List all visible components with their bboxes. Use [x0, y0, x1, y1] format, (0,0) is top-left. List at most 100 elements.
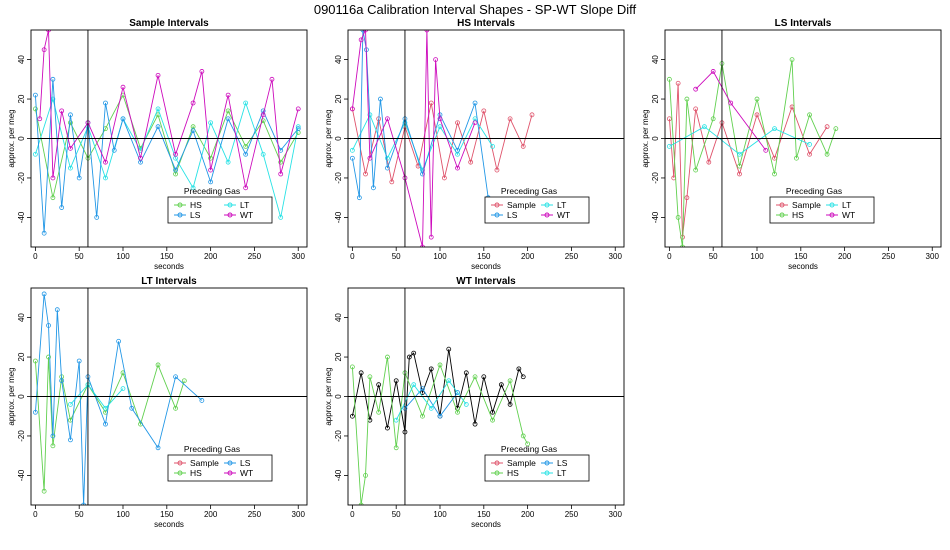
data-point-lt: [393, 417, 399, 423]
data-point-sample: [807, 151, 812, 157]
y-tick-label: -40: [17, 469, 26, 481]
data-point-sample: [675, 80, 681, 86]
series-line-wt: [39, 30, 299, 188]
data-point-wt: [763, 147, 769, 153]
data-point-wt: [472, 120, 478, 126]
data-point-hs: [525, 441, 531, 447]
data-point-wt: [68, 145, 73, 151]
series-line-ls: [34, 293, 203, 505]
data-point-hs: [807, 112, 812, 118]
data-point-wt: [260, 112, 266, 118]
data-point-wt: [424, 30, 430, 33]
data-point-lt: [490, 143, 495, 149]
data-point-hs: [50, 195, 56, 201]
data-point-wt: [420, 244, 425, 247]
legend-entry-label: LS: [507, 210, 518, 220]
panel-title: HS Intervals: [457, 18, 515, 29]
data-point-wt: [358, 37, 364, 43]
series-line-hs: [668, 59, 837, 247]
series-line-ls: [351, 30, 489, 198]
x-tick-label: 200: [838, 252, 852, 261]
x-tick-label: 0: [350, 252, 355, 261]
legend-entry-label: LS: [557, 458, 568, 468]
data-point-sample: [363, 171, 368, 177]
data-point-hs: [46, 354, 51, 360]
data-point-hs: [437, 362, 443, 368]
data-point-hs: [693, 167, 699, 173]
data-point-lt: [446, 378, 452, 384]
legend-entry-label: LT: [240, 200, 249, 210]
y-axis-label: approx. per meg: [7, 367, 16, 425]
legend-title: Preceding Gas: [786, 186, 842, 196]
data-point-ls: [129, 405, 135, 411]
x-tick-label: 200: [521, 510, 535, 519]
x-tick-label: 250: [248, 510, 262, 519]
data-point-hs: [420, 413, 425, 419]
data-point-wt: [693, 86, 699, 92]
data-point-ls: [173, 374, 178, 380]
legend-box: [769, 196, 875, 224]
legend-entry-label: Sample: [507, 200, 536, 210]
x-tick-label: 100: [116, 510, 130, 519]
y-tick-label: 40: [334, 313, 343, 322]
data-point-sample: [516, 366, 522, 372]
y-axis-label: approx. per meg: [324, 109, 333, 167]
y-tick-label: 20: [651, 94, 660, 103]
x-tick-label: 0: [33, 252, 38, 261]
legend-box: [167, 454, 273, 482]
data-point-hs: [208, 155, 214, 161]
data-point-sample: [389, 179, 395, 185]
legend-entry-label: Sample: [507, 458, 536, 468]
data-point-ls: [32, 409, 38, 415]
data-point-ls: [50, 433, 56, 439]
legend-entry-label: WT: [557, 210, 570, 220]
legend-swatch-marker: [779, 202, 785, 208]
y-tick-label: 20: [334, 352, 343, 361]
legend-entry-label: HS: [190, 200, 202, 210]
data-point-wt: [710, 69, 716, 74]
data-point-ls: [76, 358, 82, 364]
data-point-ls: [455, 390, 460, 395]
data-point-hs: [754, 96, 760, 102]
y-tick-label: 0: [334, 136, 343, 141]
plot-frame: [347, 287, 625, 506]
data-point-wt: [295, 106, 301, 112]
x-tick-label: 0: [667, 252, 672, 261]
legend-box: [167, 196, 273, 224]
x-tick-label: 250: [565, 510, 579, 519]
data-point-sample: [446, 346, 452, 352]
data-point-sample: [529, 112, 535, 118]
legend-entry-label: HS: [190, 468, 202, 478]
data-point-hs: [666, 76, 672, 82]
data-point-sample: [737, 171, 742, 177]
data-point-ls: [420, 171, 425, 177]
data-point-ls: [103, 421, 108, 427]
data-point-lt: [243, 100, 249, 106]
data-point-lt: [155, 106, 161, 112]
y-tick-label: -40: [334, 469, 343, 481]
data-point-wt: [437, 116, 443, 122]
x-tick-label: 150: [160, 510, 174, 519]
legend-title: Preceding Gas: [184, 186, 240, 196]
plot-frame: [30, 287, 308, 506]
legend-entry-label: HS: [792, 210, 804, 220]
data-point-wt: [155, 72, 161, 78]
data-point-ls: [81, 502, 86, 505]
x-tick-label: 300: [609, 510, 623, 519]
panel-3: LS Intervals 0 50 100 150 200 250 300 -40 -20 0 20 4…: [641, 18, 942, 271]
data-point-lt: [120, 386, 126, 392]
x-tick-label: 100: [433, 510, 447, 519]
legend-swatch-marker: [227, 460, 233, 466]
series-line-sample: [351, 102, 533, 183]
legend-swatch-marker: [177, 202, 183, 208]
legend-swatch-marker: [227, 212, 233, 218]
legend-swatch-marker: [779, 212, 785, 218]
data-point-wt: [59, 108, 65, 114]
data-point-wt: [349, 106, 355, 112]
data-point-wt: [455, 165, 460, 171]
data-point-lt: [385, 155, 390, 161]
plot-area: [32, 30, 301, 236]
data-point-ls: [437, 413, 443, 419]
data-point-sample: [411, 350, 417, 356]
y-tick-label: 0: [17, 394, 26, 399]
